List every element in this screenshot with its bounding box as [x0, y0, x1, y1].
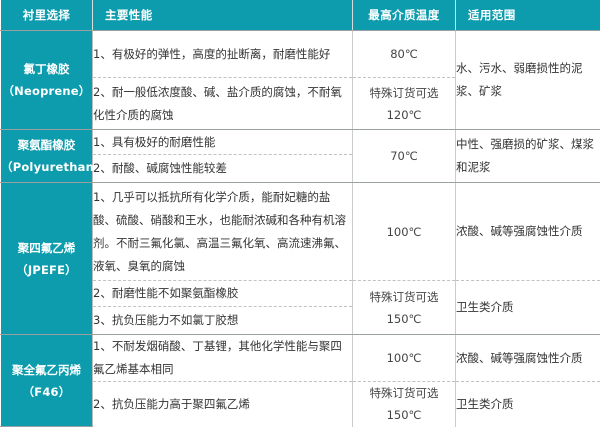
performance-cell: 2、抗负压能力高于聚四氟乙烯: [92, 381, 353, 427]
max-temp-cell: 100℃: [352, 182, 456, 281]
material-name-en: （Neoprene）: [2, 84, 91, 98]
performance-cell: 2、耐一般低浓度酸、碱、盐介质的腐蚀，不耐氧化性介质的腐蚀: [92, 77, 353, 130]
max-temp-cell: 80℃: [352, 30, 456, 78]
table-row: 2、抗负压能力高于聚四氟乙烯 特殊订货可选 150℃ 卫生类介质: [1, 381, 600, 427]
table-row: 2、耐酸、碱腐蚀性能较差: [1, 154, 600, 183]
table-row: 3、抗负压能力不如氯丁胶想: [1, 306, 600, 335]
table-row: 氯丁橡胶 （Neoprene） 1、有极好的弹性，高度的扯断离，耐磨性能好 80…: [0, 30, 600, 130]
table-row: 2、耐一般低浓度酸、碱、盐介质的腐蚀，不耐氧化性介质的腐蚀 特殊订货可选 120…: [1, 77, 600, 130]
table-row: 聚全氟乙丙烯 （F46） 1、不耐发烟硝酸、丁基锂，其他化学性能与聚四氟乙烯基本…: [0, 334, 600, 427]
material-name-en: （Polyurethane）: [1, 160, 114, 174]
material-cell-polyurethane: 聚氨酯橡胶 （Polyurethane）: [0, 129, 114, 183]
max-temp-value: 150℃: [386, 311, 422, 326]
max-temp-value: 150℃: [386, 408, 422, 423]
max-temp-cell: 100℃: [352, 334, 456, 382]
scope-cell: 浓酸、碱等强腐蚀性介质: [455, 334, 600, 382]
material-name-en: （JPEFE）: [16, 262, 77, 277]
performance-cell: 2、耐磨性能不如聚氨酯橡胶: [92, 280, 353, 307]
table-row: 聚氨酯橡胶 （Polyurethane） 1、具有极好的耐磨性能 70℃ 中性、…: [0, 129, 600, 183]
scope-cell: 卫生类介质: [455, 381, 600, 427]
column-header-performance: 主要性能: [92, 0, 353, 31]
performance-cell: 1、有极好的弹性，高度的扯断离，耐磨性能好: [92, 30, 353, 78]
max-temp-value: 120℃: [386, 107, 422, 122]
performance-cell: 3、抗负压能力不如氯丁胶想: [92, 306, 353, 335]
max-temp-note: 特殊订货可选: [369, 386, 439, 401]
material-name-cn: 氯丁橡胶: [23, 62, 70, 76]
material-name-en: （F46）: [22, 384, 71, 399]
material-cell-neoprene: 氯丁橡胶 （Neoprene）: [0, 30, 93, 130]
column-header-max-temp: 最高介质温度: [352, 0, 456, 31]
material-name-cn: 聚全氟乙丙烯: [12, 362, 81, 377]
performance-cell: 1、不耐发烟硝酸、丁基锂，其他化学性能与聚四氟乙烯基本相同: [92, 334, 353, 382]
max-temp-cell: 特殊订货可选 120℃: [352, 77, 456, 130]
max-temp-note: 特殊订货可选: [369, 85, 439, 100]
performance-cell: 2、耐酸、碱腐蚀性能较差: [92, 154, 353, 183]
max-temp-note: 特殊订货可选: [369, 289, 439, 304]
performance-cell: 1、几乎可以抵抗所有化学介质，能耐妃糖的盐酸、硫酸、硝酸和王水，也能耐浓碱和各种…: [92, 182, 353, 281]
max-temp-cell: 特殊订货可选 150℃: [352, 280, 456, 335]
scope-cell: 浓酸、碱等强腐蚀性介质: [455, 182, 600, 281]
material-name-cn: 聚四氟乙烯: [17, 240, 76, 255]
material-cell-jpefe: 聚四氟乙烯 （JPEFE）: [0, 182, 93, 335]
scope-cell: 卫生类介质: [455, 280, 600, 335]
max-temp-cell: 70℃: [352, 129, 456, 183]
table-row: 2、耐磨性能不如聚氨酯橡胶 特殊订货可选 150℃ 卫生类介质: [1, 280, 600, 335]
material-cell-f46: 聚全氟乙丙烯 （F46）: [0, 334, 93, 427]
table-row: 聚四氟乙烯 （JPEFE） 1、几乎可以抵抗所有化学介质，能耐妃糖的盐酸、硫酸、…: [0, 182, 600, 335]
scope-cell: 中性、强磨损的矿浆、煤浆和泥浆: [455, 129, 600, 183]
scope-cell: 水、污水、弱磨损性的泥浆、矿浆: [455, 30, 600, 130]
max-temp-cell: 特殊订货可选 150℃: [352, 381, 456, 427]
table-header-row: 衬里选择 主要性能 最高介质温度 适用范围: [0, 0, 600, 31]
material-name-cn: 聚氨酯橡胶: [17, 138, 76, 152]
performance-cell: 1、具有极好的耐磨性能: [92, 129, 353, 155]
column-header-lining: 衬里选择: [0, 0, 93, 31]
column-header-scope: 适用范围: [455, 0, 600, 31]
